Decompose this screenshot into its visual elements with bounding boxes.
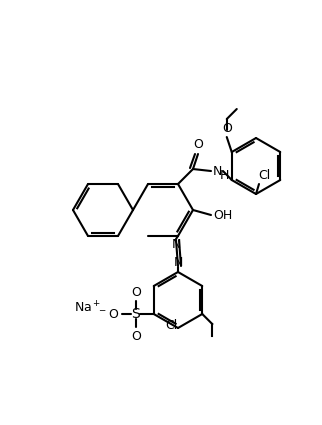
Text: O: O [193, 138, 203, 151]
Text: O: O [131, 286, 141, 299]
Text: O: O [222, 122, 232, 135]
Text: H: H [220, 169, 229, 181]
Text: $^-$O: $^-$O [98, 308, 120, 320]
Text: S: S [131, 307, 140, 321]
Text: Na$^+$: Na$^+$ [73, 300, 101, 316]
Text: O: O [131, 330, 141, 343]
Text: OH: OH [213, 209, 232, 221]
Text: Cl: Cl [258, 169, 270, 182]
Text: N: N [173, 255, 183, 269]
Text: N: N [171, 238, 181, 250]
Text: Cl: Cl [165, 319, 177, 332]
Text: N: N [213, 164, 223, 178]
